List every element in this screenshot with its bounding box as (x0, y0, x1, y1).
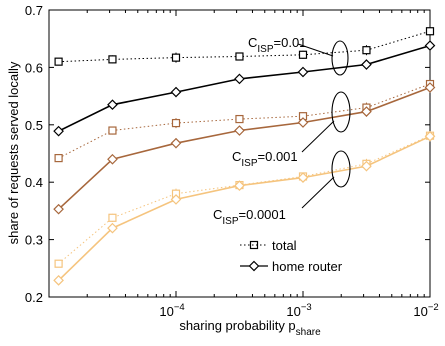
home-router-marker (424, 82, 436, 93)
x-tick-label: 10−4 (159, 302, 184, 319)
home-router-marker (53, 275, 64, 286)
x-axis-label-main: sharing probability p (179, 318, 295, 333)
annotation-prefix: C (248, 35, 257, 50)
home-router-marker (234, 73, 245, 85)
y-tick-label: 0.5 (25, 118, 43, 133)
home-router-marker (170, 86, 182, 98)
total-marker (54, 153, 63, 163)
annotation-ellipse (331, 40, 349, 76)
total-marker (298, 50, 308, 59)
total-marker (108, 126, 117, 135)
annotation-value: =0.01 (274, 35, 307, 50)
home-router-marker (234, 180, 245, 191)
annotation-prefix: C (213, 207, 222, 222)
annotation-subscript: ISP (257, 44, 273, 55)
x-tick-label: 10−3 (286, 302, 311, 319)
home-router-marker (297, 172, 309, 183)
y-axis-label: share of requests served locally (6, 61, 21, 244)
home-router-marker (107, 153, 118, 165)
total-marker (235, 114, 244, 124)
annotation-label: CISP=0.0001 (213, 207, 286, 227)
annotation-pointer (301, 176, 335, 209)
total-marker (54, 259, 63, 268)
home-router-marker (424, 40, 436, 51)
x-tick-label: 10−2 (413, 302, 438, 319)
total-marker (171, 53, 181, 62)
total-marker (425, 27, 435, 36)
x-tick-exponent: −3 (301, 302, 312, 313)
y-tick-label: 0.4 (25, 175, 43, 190)
annotation-subscript: ISP (241, 158, 257, 169)
x-tick-exponent: −2 (428, 302, 439, 313)
annotation-label: CISP=0.001 (232, 149, 298, 169)
series-layer (53, 27, 436, 286)
y-tick-label: 0.2 (25, 290, 43, 305)
home-router-marker (234, 125, 245, 136)
home-router-marker (107, 222, 118, 234)
home-router-marker (361, 160, 372, 172)
home-router-marker (170, 194, 182, 205)
total-marker (235, 52, 244, 61)
annotation-value: =0.0001 (239, 207, 286, 222)
annotation-ellipse (331, 150, 351, 188)
total-marker (171, 118, 181, 128)
annotation-prefix: C (232, 149, 241, 164)
legend: total home router (232, 231, 343, 274)
legend-home-router-label: home router (272, 259, 343, 274)
x-tick-base: 10 (286, 304, 300, 319)
y-tick-label: 0.3 (25, 233, 43, 248)
annotation-label: CISP=0.01 (248, 35, 306, 55)
home-router-marker (297, 66, 309, 78)
home-router-marker (53, 203, 64, 215)
total-marker (54, 57, 63, 66)
annotation-value: =0.001 (258, 149, 298, 164)
total-marker (108, 55, 117, 64)
annotation-ellipse (331, 91, 351, 133)
legend-total-marker (249, 240, 259, 250)
home-router-marker (53, 125, 64, 137)
tick-layer: 0.20.30.40.50.60.710−4 10−3 10−2 (25, 3, 439, 319)
home-router-marker (297, 117, 309, 128)
x-tick-exponent: −4 (174, 302, 185, 313)
home-router-marker (424, 130, 436, 142)
y-tick-label: 0.7 (25, 3, 43, 18)
legend-home-router-marker (248, 260, 260, 272)
home-router-marker (107, 99, 118, 111)
x-axis-label-sub: share (296, 327, 321, 338)
y-tick-label: 0.6 (25, 60, 43, 75)
total-marker (362, 46, 371, 55)
home-router-marker (361, 59, 372, 70)
home-router-marker (361, 106, 372, 117)
total-marker (108, 213, 117, 222)
legend-total-label: total (272, 238, 297, 253)
annotation-pointer (297, 43, 334, 57)
annotation-subscript: ISP (222, 216, 238, 227)
x-tick-base: 10 (413, 304, 427, 319)
x-tick-base: 10 (159, 304, 173, 319)
annotation-pointer (301, 120, 335, 153)
x-axis-label: sharing probability pshare (179, 318, 321, 338)
home-router-marker (170, 137, 182, 149)
